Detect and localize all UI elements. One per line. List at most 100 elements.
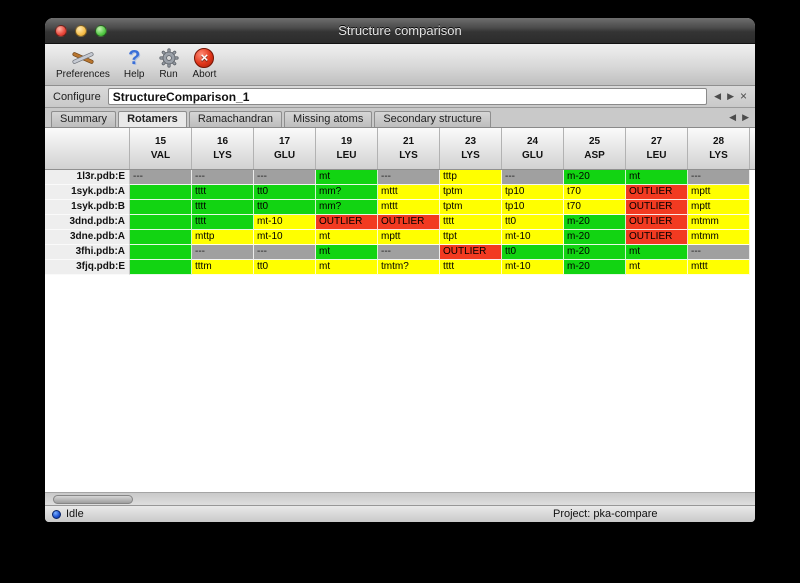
column-header-28-lys[interactable]: 28 LYS: [688, 128, 750, 169]
row-label[interactable]: 3fjq.pdb:E: [45, 260, 130, 275]
rotamer-cell[interactable]: [130, 185, 192, 200]
column-header-23-lys[interactable]: 23 LYS: [440, 128, 502, 169]
horizontal-scrollbar[interactable]: [45, 492, 755, 505]
rotamer-cell[interactable]: OUTLIER: [626, 185, 688, 200]
rotamer-cell[interactable]: mm?: [316, 200, 378, 215]
column-header-16-lys[interactable]: 16 LYS: [192, 128, 254, 169]
rotamer-cell[interactable]: OUTLIER: [626, 200, 688, 215]
row-label[interactable]: 1syk.pdb:A: [45, 185, 130, 200]
rotamer-cell[interactable]: OUTLIER: [378, 215, 440, 230]
rotamer-cell[interactable]: ---: [688, 170, 750, 185]
column-header-21-lys[interactable]: 21 LYS: [378, 128, 440, 169]
rotamer-cell[interactable]: tttm: [192, 260, 254, 275]
rotamer-cell[interactable]: tttt: [440, 260, 502, 275]
rotamer-cell[interactable]: OUTLIER: [626, 230, 688, 245]
rotamer-cell[interactable]: OUTLIER: [316, 215, 378, 230]
rotamer-cell[interactable]: mt-10: [502, 230, 564, 245]
rotamer-cell[interactable]: mtmm: [688, 230, 750, 245]
column-header-25-asp[interactable]: 25 ASP: [564, 128, 626, 169]
rotamer-cell[interactable]: m-20: [564, 215, 626, 230]
rotamer-cell[interactable]: mttp: [192, 230, 254, 245]
prev-configuration-icon[interactable]: ◀: [714, 91, 722, 101]
rotamer-cell[interactable]: tttt: [192, 200, 254, 215]
rotamer-cell[interactable]: tttp: [440, 170, 502, 185]
rotamer-cell[interactable]: ---: [378, 245, 440, 260]
rotamer-cell[interactable]: tmtm?: [378, 260, 440, 275]
tab-summary[interactable]: Summary: [51, 111, 117, 127]
rotamer-cell[interactable]: ---: [192, 170, 254, 185]
column-header-24-glu[interactable]: 24 GLU: [502, 128, 564, 169]
row-label[interactable]: 3fhi.pdb:A: [45, 245, 130, 260]
title-bar[interactable]: Structure comparison: [45, 18, 755, 44]
rotamer-cell[interactable]: [130, 260, 192, 275]
rotamer-cell[interactable]: mttt: [378, 200, 440, 215]
rotamer-cell[interactable]: tt0: [502, 215, 564, 230]
rotamer-cell[interactable]: ---: [192, 245, 254, 260]
zoom-window-button[interactable]: [95, 24, 107, 37]
rotamer-cell[interactable]: tt0: [254, 260, 316, 275]
close-configuration-icon[interactable]: ×: [739, 89, 747, 103]
rotamer-cell[interactable]: mt-10: [254, 215, 316, 230]
rotamer-cell[interactable]: tttt: [440, 215, 502, 230]
rotamer-cell[interactable]: [130, 230, 192, 245]
rotamer-cell[interactable]: mttt: [688, 260, 750, 275]
rotamer-cell[interactable]: mt: [316, 170, 378, 185]
rotamer-cell[interactable]: ttpt: [440, 230, 502, 245]
rotamer-cell[interactable]: tt0: [254, 200, 316, 215]
help-button[interactable]: ? Help: [121, 46, 148, 81]
rotamer-cell[interactable]: mm?: [316, 185, 378, 200]
rotamer-cell[interactable]: mt: [316, 245, 378, 260]
preferences-button[interactable]: Preferences: [53, 46, 113, 80]
abort-button[interactable]: × Abort: [190, 46, 220, 80]
rotamer-cell[interactable]: mt: [316, 230, 378, 245]
rotamer-cell[interactable]: mt: [626, 170, 688, 185]
rotamer-cell[interactable]: OUTLIER: [626, 215, 688, 230]
rotamer-cell[interactable]: m-20: [564, 170, 626, 185]
rotamer-cell[interactable]: tttt: [192, 215, 254, 230]
rotamer-cell[interactable]: m-20: [564, 245, 626, 260]
close-window-button[interactable]: [55, 24, 67, 37]
rotamer-cell[interactable]: [130, 245, 192, 260]
rotamer-cell[interactable]: ---: [130, 170, 192, 185]
rotamer-cell[interactable]: tp10: [502, 200, 564, 215]
rotamer-cell[interactable]: m-20: [564, 260, 626, 275]
rotamer-cell[interactable]: [130, 215, 192, 230]
rotamer-cell[interactable]: [130, 200, 192, 215]
row-label[interactable]: 3dnd.pdb:A: [45, 215, 130, 230]
tab-rotamers[interactable]: Rotamers: [118, 111, 187, 127]
rotamer-cell[interactable]: mptt: [688, 185, 750, 200]
rotamer-cell[interactable]: ---: [378, 170, 440, 185]
rotamer-cell[interactable]: mt-10: [502, 260, 564, 275]
next-configuration-icon[interactable]: ▶: [727, 91, 734, 101]
rotamer-cell[interactable]: ---: [502, 170, 564, 185]
next-tab-icon[interactable]: ▶: [742, 112, 749, 122]
prev-tab-icon[interactable]: ◀: [729, 112, 737, 122]
rotamer-cell[interactable]: mt-10: [254, 230, 316, 245]
rotamer-cell[interactable]: t70: [564, 200, 626, 215]
rotamer-cell[interactable]: mptt: [378, 230, 440, 245]
tab-secondary-structure[interactable]: Secondary structure: [374, 111, 491, 127]
rotamer-cell[interactable]: mt: [316, 260, 378, 275]
rotamer-cell[interactable]: mtmm: [688, 215, 750, 230]
column-header-27-leu[interactable]: 27 LEU: [626, 128, 688, 169]
minimize-window-button[interactable]: [75, 24, 87, 37]
tab-ramachandran[interactable]: Ramachandran: [188, 111, 283, 127]
configuration-name-input[interactable]: [107, 88, 708, 105]
rotamer-cell[interactable]: mptt: [688, 200, 750, 215]
rotamer-cell[interactable]: tt0: [502, 245, 564, 260]
column-header-19-leu[interactable]: 19 LEU: [316, 128, 378, 169]
rotamer-cell[interactable]: OUTLIER: [440, 245, 502, 260]
column-header-17-glu[interactable]: 17 GLU: [254, 128, 316, 169]
rotamer-cell[interactable]: ---: [688, 245, 750, 260]
rotamer-cell[interactable]: tptm: [440, 200, 502, 215]
rotamer-cell[interactable]: tttt: [192, 185, 254, 200]
rotamer-cell[interactable]: mt: [626, 245, 688, 260]
row-label[interactable]: 3dne.pdb:A: [45, 230, 130, 245]
scrollbar-thumb[interactable]: [53, 495, 133, 504]
rotamer-cell[interactable]: m-20: [564, 230, 626, 245]
rotamer-cell[interactable]: tp10: [502, 185, 564, 200]
rotamer-cell[interactable]: ---: [254, 170, 316, 185]
rotamer-cell[interactable]: tptm: [440, 185, 502, 200]
column-header-15-val[interactable]: 15 VAL: [130, 128, 192, 169]
rotamer-cell[interactable]: mttt: [378, 185, 440, 200]
